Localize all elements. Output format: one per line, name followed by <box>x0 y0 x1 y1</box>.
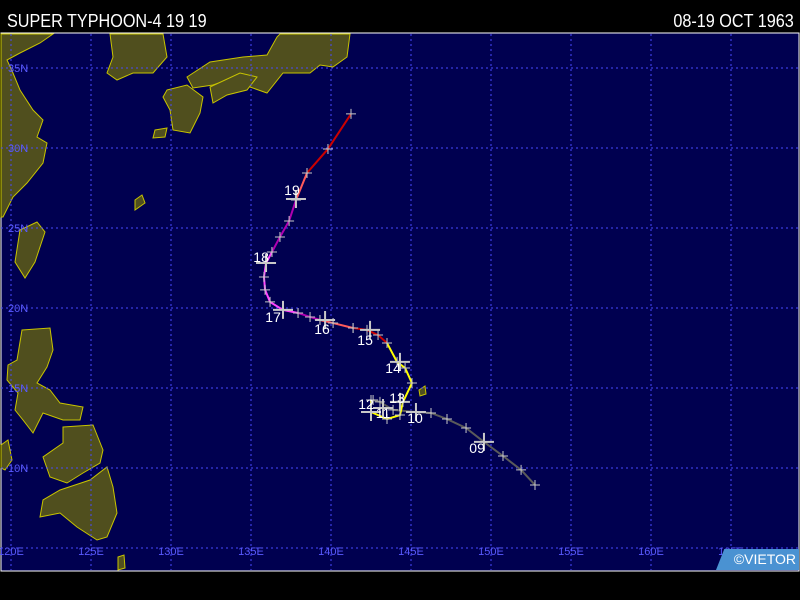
day-label: 18 <box>253 249 269 265</box>
track-point-cross <box>382 338 392 349</box>
lon-label: 145E <box>398 546 424 558</box>
lon-label: 130E <box>158 546 184 558</box>
day-marker-cross <box>315 311 336 329</box>
land-island <box>152 127 168 139</box>
track-point-cross <box>373 330 384 341</box>
track-point-cross <box>394 410 405 421</box>
land-ryukyu <box>134 194 146 211</box>
track-point-cross <box>274 231 285 242</box>
day-label: 09 <box>469 440 485 456</box>
day-marker-cross <box>373 399 393 417</box>
land-taiwan <box>14 221 46 279</box>
lon-label: 135E <box>238 546 264 558</box>
day-label: 15 <box>357 332 373 348</box>
day-marker-cross <box>473 432 494 451</box>
land-shikoku <box>209 72 258 104</box>
day-label: 10 <box>407 410 423 426</box>
land-china <box>0 33 55 218</box>
day-marker-cross <box>256 254 277 273</box>
day-marker-cross <box>389 392 410 411</box>
track-point-cross <box>293 307 304 318</box>
lat-label: 15N <box>8 383 28 395</box>
day-marker-cross <box>389 352 410 371</box>
lat-lon-grid <box>1 34 799 570</box>
track-point-cross <box>461 423 472 433</box>
land-luzon <box>6 327 84 434</box>
track-point-cross <box>258 271 269 282</box>
day-marker-cross <box>285 190 306 209</box>
lon-label: 140E <box>318 546 344 558</box>
track-segment <box>271 199 297 253</box>
track-point-cross <box>260 284 271 295</box>
day-label: 13 <box>389 390 405 406</box>
track-point-cross <box>266 247 277 257</box>
track-point-cross <box>498 451 508 461</box>
lat-label: 20N <box>8 303 28 315</box>
track-point-cross <box>346 108 356 119</box>
track-point-cross <box>302 167 312 178</box>
track-point-cross <box>406 378 417 389</box>
lon-label: 150E <box>478 546 504 558</box>
track-point-cross <box>442 414 452 425</box>
lat-label: 25N <box>8 223 28 235</box>
day-marker-cross <box>405 403 426 421</box>
land-palawan <box>0 439 13 471</box>
track-point-cross <box>388 404 399 415</box>
track-point-cross <box>400 363 411 373</box>
land-kyushu <box>162 84 204 134</box>
day-marker-cross <box>273 300 293 319</box>
track-point-cross <box>322 143 333 154</box>
track-point-cross <box>530 479 540 490</box>
map-title: SUPER TYPHOON-4 19 19 <box>7 11 207 31</box>
land-guam <box>418 385 427 397</box>
vietor-credit-badge: ©VIETOR <box>716 549 799 570</box>
day-label: 17 <box>265 309 281 325</box>
track-point-cross <box>382 414 392 425</box>
track-point-cross <box>516 464 527 475</box>
lon-label: 125E <box>78 546 104 558</box>
lat-label: 35N <box>8 63 28 75</box>
date-range: 08-19 OCT 1963 <box>673 11 794 31</box>
day-marker-cross <box>360 320 381 339</box>
day-label: 16 <box>314 321 330 337</box>
ocean-background <box>0 32 800 572</box>
land-mindanao <box>39 466 118 541</box>
lon-label: 155E <box>558 546 584 558</box>
track-point-cross <box>348 323 359 333</box>
track-point-cross <box>284 215 295 226</box>
track-segment <box>352 327 388 344</box>
storm-track <box>256 108 540 490</box>
lon-label: 120E <box>0 546 24 558</box>
land-island <box>117 554 126 571</box>
day-label: 11 <box>376 405 391 421</box>
lat-label: 30N <box>8 143 28 155</box>
day-marker-cross <box>361 403 381 421</box>
lon-label: 160E <box>638 546 664 558</box>
lat-label: 10N <box>8 463 28 475</box>
day-label: 12 <box>358 396 374 412</box>
track-point-cross <box>265 296 276 307</box>
track-segment <box>295 172 308 201</box>
track-point-cross <box>426 407 436 418</box>
day-label: 14 <box>385 360 401 376</box>
track-point-cross <box>305 311 316 322</box>
day-label: 19 <box>284 182 300 198</box>
